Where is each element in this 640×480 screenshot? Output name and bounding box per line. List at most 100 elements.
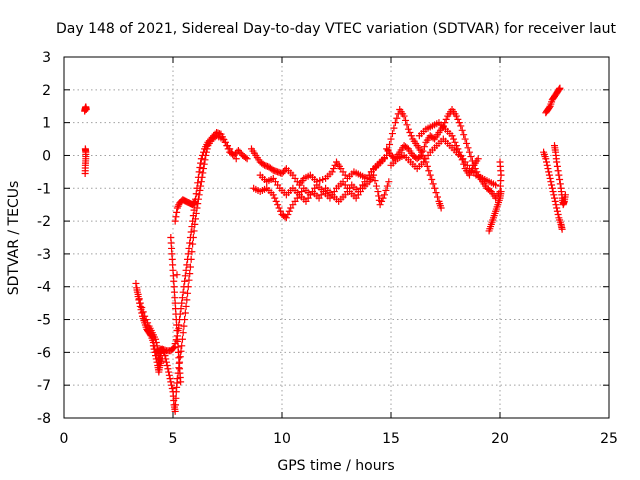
data-point: [142, 316, 150, 324]
data-point: [383, 182, 391, 190]
data-point: [178, 294, 186, 302]
data-point: [375, 192, 383, 200]
data-point: [461, 135, 469, 143]
data-point: [192, 215, 200, 223]
data-point: [452, 142, 460, 150]
x-tick-label: 10: [273, 431, 291, 447]
data-point: [269, 191, 277, 199]
y-tick-label: -1: [37, 181, 51, 197]
data-point: [182, 266, 190, 274]
data-point: [371, 177, 379, 185]
data-point: [196, 186, 204, 194]
data-point: [496, 158, 504, 166]
plot-frame: [63, 56, 610, 419]
data-point: [271, 194, 279, 202]
data-point: [197, 155, 205, 163]
data-point: [173, 208, 181, 216]
data-point: [272, 197, 280, 205]
data-point: [200, 160, 208, 168]
data-point: [463, 139, 471, 147]
data-point: [181, 309, 189, 317]
data-point: [455, 119, 463, 127]
data-point: [419, 147, 427, 155]
data-point: [81, 170, 89, 178]
data-point: [552, 201, 560, 209]
data-point: [388, 130, 396, 138]
y-tick-label: -2: [37, 214, 51, 230]
y-tick-labels: -8 -7 -6 -5 -4 -3 -2 -1 0 1 2 3: [37, 50, 51, 427]
data-point: [460, 160, 468, 168]
data-point: [202, 148, 210, 156]
data-point: [544, 165, 552, 173]
data-point: [190, 198, 198, 206]
data-point: [556, 84, 564, 92]
data-point: [171, 407, 179, 415]
data-point: [407, 132, 415, 140]
data-point: [172, 401, 180, 409]
y-tick-label: 2: [42, 83, 51, 99]
x-tick-label: 5: [169, 431, 178, 447]
data-point: [434, 193, 442, 201]
y-axis-label: SDTVAR / TECUs: [6, 181, 22, 296]
data-point: [418, 151, 426, 159]
data-point: [423, 162, 431, 170]
data-point: [172, 394, 180, 402]
data-point: [163, 361, 171, 369]
data-point: [386, 141, 394, 149]
data-point: [545, 103, 553, 111]
y-tick-label: -5: [37, 313, 51, 329]
data-point: [181, 272, 189, 280]
data-point: [465, 171, 473, 179]
data-point: [242, 154, 250, 162]
data-point: [180, 322, 188, 330]
data-point: [400, 112, 408, 120]
data-point: [165, 371, 173, 379]
data-point: [181, 316, 189, 324]
data-point: [151, 348, 159, 356]
data-point: [144, 319, 152, 327]
data-point: [468, 165, 476, 173]
data-point: [172, 213, 180, 221]
y-tick-label: 0: [42, 148, 51, 164]
data-point: [556, 176, 564, 184]
data-point: [379, 194, 387, 202]
data-point: [425, 167, 433, 175]
data-point: [553, 162, 561, 170]
data-point: [380, 155, 388, 163]
data-point: [431, 184, 439, 192]
data-point: [202, 151, 210, 159]
y-tick-label: -3: [37, 247, 51, 263]
data-point: [132, 279, 140, 287]
data-point: [416, 153, 424, 161]
data-point: [391, 119, 399, 127]
y-tick-label: -4: [37, 280, 51, 296]
data-point: [328, 168, 336, 176]
data-point: [173, 204, 181, 212]
data-point: [393, 114, 401, 122]
data-point: [282, 214, 290, 222]
data-point: [134, 290, 142, 298]
data-point: [183, 261, 191, 269]
data-points: [81, 84, 569, 415]
data-point: [186, 263, 194, 271]
data-point: [152, 335, 160, 343]
data-point: [184, 283, 192, 291]
data-point: [178, 299, 186, 307]
data-point: [374, 188, 382, 196]
data-point: [330, 165, 338, 173]
chart-title: Day 148 of 2021, Sidereal Day-to-day VTE…: [56, 21, 617, 37]
data-point: [164, 365, 172, 373]
data-point: [192, 209, 200, 217]
data-point: [554, 211, 562, 219]
data-point: [181, 277, 189, 285]
data-point: [390, 124, 398, 132]
data-point: [191, 220, 199, 228]
axis-ticks: [63, 56, 610, 419]
data-point: [372, 182, 380, 190]
x-tick-label: 20: [491, 431, 509, 447]
data-point: [385, 178, 393, 186]
data-point: [406, 128, 414, 136]
data-point: [556, 180, 564, 188]
data-point: [549, 188, 557, 196]
data-point: [274, 201, 282, 209]
